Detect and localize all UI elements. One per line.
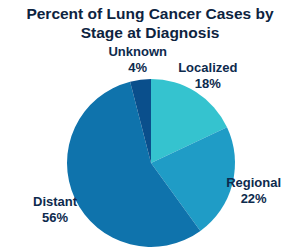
data-label: 18% [195,76,221,91]
labels: Localized18% Regional22% Distant56% Unknown… [33,44,281,225]
plot: Localized18% Regional22% Distant56% Unknown… [0,0,300,251]
title: Percent of Lung Cancer Cases by Stage at… [10,4,290,42]
slice [67,82,200,247]
slice [130,79,151,163]
slice-label: Regional [226,175,281,190]
slice-label: Distant [33,194,78,209]
slices [67,79,235,247]
slice-label: Unknown [108,44,167,59]
slice-label: Localized [178,60,237,75]
data-label: 22% [241,191,267,206]
data-label: 4% [128,60,147,75]
chart: Percent of Lung Cancer Cases by Stage at… [0,0,300,251]
data-label: 56% [42,210,68,225]
